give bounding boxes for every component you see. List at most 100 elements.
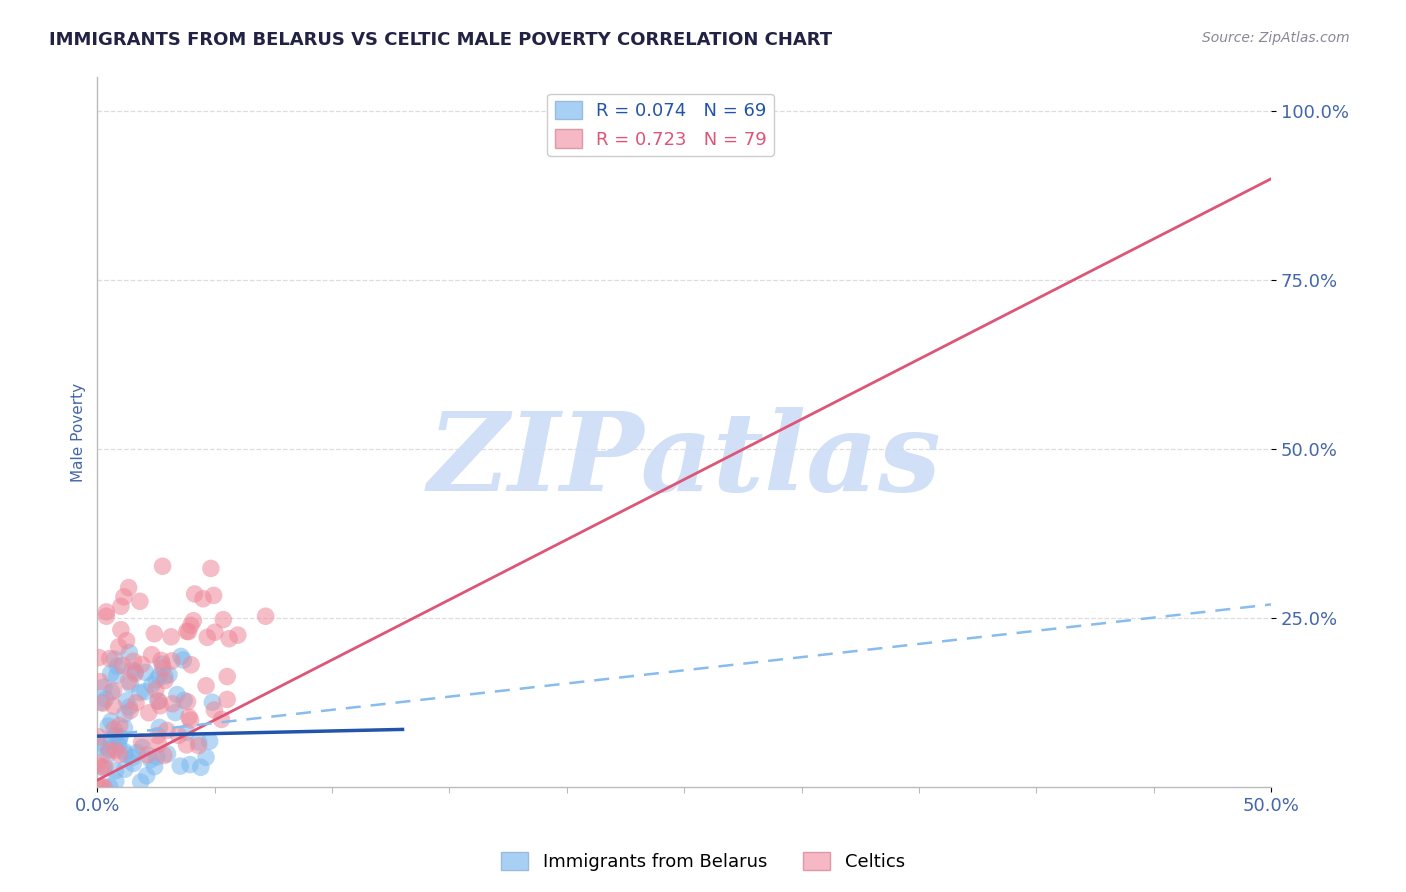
Point — [112, 721, 135, 735]
Point — [143, 626, 166, 640]
Point — [114, 745, 136, 759]
Point — [108, 730, 131, 744]
Point — [98, 780, 121, 794]
Point — [169, 759, 191, 773]
Point — [191, 591, 214, 606]
Point — [136, 747, 159, 762]
Point — [118, 700, 141, 714]
Point — [176, 695, 198, 709]
Point — [190, 760, 212, 774]
Point — [131, 740, 153, 755]
Point — [138, 706, 160, 720]
Point — [125, 746, 148, 760]
Point — [111, 658, 134, 673]
Point — [87, 736, 110, 750]
Point — [114, 707, 136, 722]
Point — [187, 735, 209, 749]
Y-axis label: Male Poverty: Male Poverty — [72, 383, 86, 482]
Point — [148, 737, 170, 751]
Point — [108, 747, 131, 762]
Point — [200, 561, 222, 575]
Point — [148, 694, 170, 708]
Point — [93, 680, 115, 694]
Point — [104, 729, 127, 743]
Point — [107, 659, 129, 673]
Point — [167, 728, 190, 742]
Point — [96, 609, 118, 624]
Point — [117, 674, 139, 689]
Point — [104, 774, 127, 789]
Point — [96, 748, 118, 763]
Point — [122, 654, 145, 668]
Point — [183, 614, 205, 628]
Point — [90, 740, 112, 755]
Point — [145, 673, 167, 687]
Point — [131, 657, 153, 672]
Point — [128, 594, 150, 608]
Point — [93, 780, 115, 794]
Point — [118, 581, 141, 595]
Point — [195, 750, 218, 764]
Point — [87, 730, 110, 744]
Point — [87, 780, 110, 794]
Point — [114, 747, 136, 761]
Point — [94, 759, 117, 773]
Point — [97, 719, 120, 733]
Text: IMMIGRANTS FROM BELARUS VS CELTIC MALE POVERTY CORRELATION CHART: IMMIGRANTS FROM BELARUS VS CELTIC MALE P… — [49, 31, 832, 49]
Point — [180, 713, 202, 727]
Point — [176, 725, 198, 739]
Point — [176, 738, 198, 752]
Point — [145, 682, 167, 697]
Point — [135, 769, 157, 783]
Point — [90, 780, 112, 794]
Legend: Immigrants from Belarus, Celtics: Immigrants from Belarus, Celtics — [494, 845, 912, 879]
Point — [148, 669, 170, 683]
Point — [105, 668, 128, 682]
Point — [153, 673, 176, 688]
Point — [172, 653, 194, 667]
Point — [179, 757, 201, 772]
Point — [170, 649, 193, 664]
Point — [131, 735, 153, 749]
Point — [112, 590, 135, 604]
Point — [160, 654, 183, 668]
Point — [98, 651, 121, 665]
Text: ZIPatlas: ZIPatlas — [427, 407, 941, 515]
Point — [150, 657, 173, 672]
Point — [128, 685, 150, 699]
Text: Source: ZipAtlas.com: Source: ZipAtlas.com — [1202, 31, 1350, 45]
Point — [152, 661, 174, 675]
Point — [166, 688, 188, 702]
Point — [146, 729, 169, 743]
Point — [89, 674, 111, 689]
Point — [124, 666, 146, 681]
Point — [98, 743, 121, 757]
Point — [100, 714, 122, 729]
Point — [122, 756, 145, 771]
Point — [103, 683, 125, 698]
Point — [100, 666, 122, 681]
Point — [97, 742, 120, 756]
Point — [173, 693, 195, 707]
Point — [195, 631, 218, 645]
Point — [104, 764, 127, 778]
Point — [120, 704, 142, 718]
Point — [100, 733, 122, 747]
Point — [115, 633, 138, 648]
Point — [180, 618, 202, 632]
Point — [153, 748, 176, 763]
Point — [180, 657, 202, 672]
Point — [115, 694, 138, 708]
Point — [202, 588, 225, 602]
Point — [96, 605, 118, 619]
Point — [177, 710, 200, 724]
Point — [100, 685, 122, 699]
Point — [103, 722, 125, 736]
Point — [93, 761, 115, 775]
Point — [218, 632, 240, 646]
Point — [156, 723, 179, 738]
Point — [104, 743, 127, 757]
Point — [183, 587, 205, 601]
Point — [139, 753, 162, 767]
Point — [103, 652, 125, 666]
